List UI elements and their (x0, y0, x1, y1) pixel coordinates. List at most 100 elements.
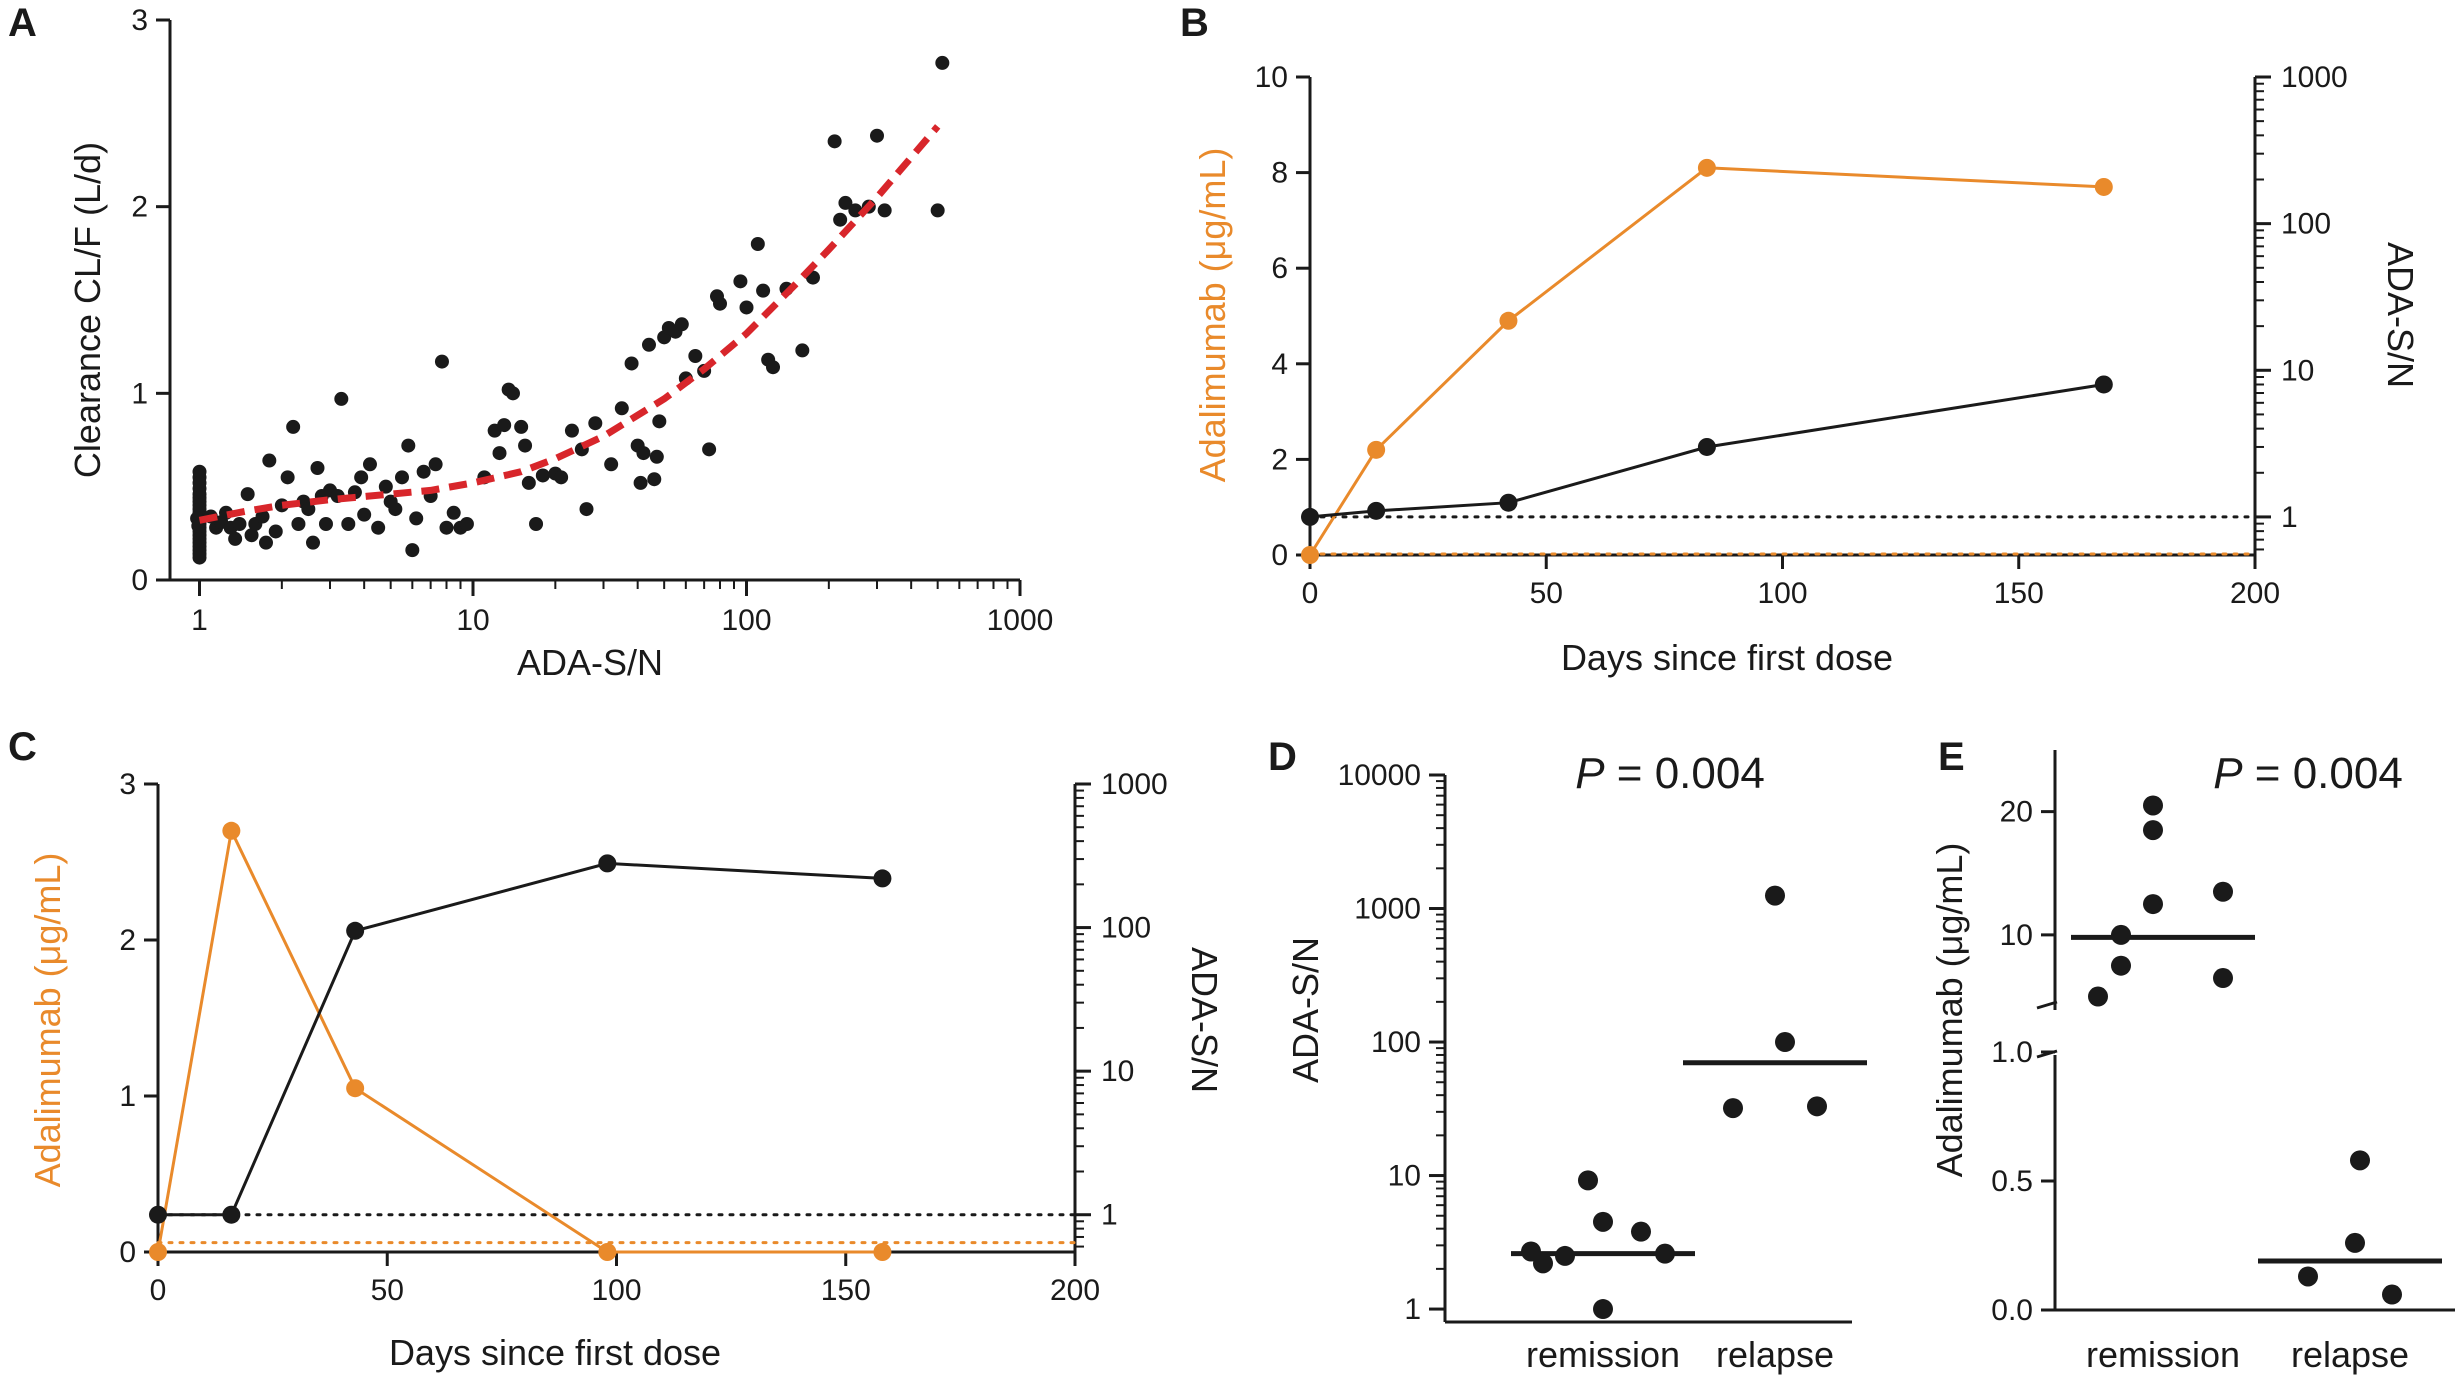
panel-a-y-label: Clearance CL/F (L/d) (67, 142, 108, 478)
panel-a-data-point (228, 531, 243, 546)
panel-b-ada-sn-point (1697, 437, 1716, 456)
panel-b-y-tick-label: 0 (1271, 539, 1288, 572)
panel-c-y-right-tick-label: 1000 (1101, 768, 1168, 801)
panel-a-data-point (301, 502, 316, 517)
panel-a-data-point (535, 468, 550, 483)
panel-e-relapse-point (2345, 1232, 2365, 1253)
panel-a-x-tick-label: 10 (456, 604, 489, 637)
panel-c-y-right-label: ADA-S/N (1184, 947, 1225, 1093)
panel-e-y-tick-label: 20 (2000, 796, 2033, 829)
panel-b-x-tick-label: 0 (1302, 577, 1319, 610)
panel-a-data-point (733, 274, 748, 289)
panel-c-adalimumab-point (873, 1243, 892, 1261)
panel-a-data-point (401, 438, 416, 453)
panel-d-y-tick-label: 100 (1371, 1026, 1421, 1059)
panel-a-data-point (371, 520, 386, 535)
panel-b-adalimumab-point (1367, 440, 1386, 459)
panel-a-data-point (869, 128, 884, 143)
panel-e-category-remission: remission (2086, 1334, 2240, 1375)
panel-b-adalimumab-point (1301, 546, 1319, 564)
panel-a-data-point (268, 524, 283, 539)
panel-c-ada-sn-point (222, 1205, 241, 1224)
panel-e-p-value: P = 0.004 (2213, 749, 2403, 798)
panel-a-data-point (318, 517, 333, 531)
panel-e-y-tick-label: 0.5 (1991, 1165, 2033, 1198)
panel-a-data-point (604, 457, 619, 472)
panel-a-x-tick-label: 1 (191, 604, 208, 637)
panel-b-adalimumab-point (2094, 177, 2113, 196)
panel-c-y-tick-label: 2 (119, 924, 136, 957)
panel-a-data-point (877, 203, 892, 218)
panel-d-relapse-point (1765, 885, 1785, 906)
panel-c-y-tick-label: 1 (119, 1080, 136, 1113)
panel-b-x-label: Days since first dose (1561, 637, 1893, 678)
panel-d-relapse-point (1723, 1098, 1743, 1119)
panel-b-x-tick-label: 50 (1530, 577, 1563, 610)
panel-c-ada-sn-line (158, 861, 883, 1217)
panel-e-relapse-point (2350, 1150, 2370, 1171)
panel-b-x-tick-label: 150 (1994, 577, 2044, 610)
panel-c-adalimumab-point (346, 1079, 365, 1098)
panel-a-data-point (310, 461, 325, 475)
panel-a-data-point (280, 470, 295, 485)
panel-a-x-tick-label: 100 (721, 604, 771, 637)
panel-e-y-tick-label: 10 (2000, 919, 2033, 952)
panel-label-a: A (8, 1, 37, 45)
panel-c-x-tick-label: 200 (1050, 1274, 1100, 1307)
panel-a-data-point (756, 283, 771, 298)
panel-d-p-value: P = 0.004 (1575, 749, 1765, 798)
panel-d-y-label: ADA-S/N (1285, 937, 1326, 1083)
panel-a-data-point (624, 356, 639, 371)
panel-c-y-tick-label: 0 (119, 1236, 136, 1269)
panel-a-data-point (354, 470, 369, 485)
panel-e-remission-point (2143, 795, 2163, 816)
panel-c-x-tick-label: 100 (591, 1274, 641, 1307)
panel-e-y-tick-label: 1.0 (1991, 1036, 2033, 1069)
panel-a-data-point (702, 442, 717, 457)
panel-a-data-point (497, 418, 512, 433)
panel-b-y-left-label: Adalimumab (μg/mL) (1192, 148, 1233, 483)
panel-b-adalimumab-point (1499, 311, 1518, 330)
panel-c-adalimumab-point (222, 821, 241, 840)
panel-label-b: B (1180, 1, 1209, 45)
panel-a-data-point (647, 472, 662, 487)
panel-a-data-point (838, 195, 853, 210)
panel-a-data-point (529, 517, 544, 531)
panel-a-data-point (636, 446, 651, 461)
panel-a-data-point (633, 475, 648, 490)
panel-e-y-tick-label: 0.0 (1991, 1294, 2033, 1327)
panel-a-data-point (192, 550, 207, 565)
panel-a-data-point (652, 414, 667, 429)
panel-b-y-tick-label: 6 (1271, 252, 1288, 285)
panel-a-data-point (416, 464, 431, 479)
panel-a-data-point (409, 511, 424, 526)
panel-a-data-point (357, 507, 372, 522)
panel-b-ada-sn-point (1499, 493, 1518, 512)
panel-e-relapse-point (2382, 1284, 2402, 1305)
panel-d-category-relapse: relapse (1716, 1334, 1834, 1375)
panel-d-y-tick-label: 10000 (1338, 759, 1421, 792)
panel-label-d: D (1268, 735, 1297, 779)
panel-a-x-label: ADA-S/N (517, 642, 663, 683)
panel-c-ada-sn-point (598, 854, 617, 873)
panel-a-data-point (649, 449, 664, 464)
panel-a-y-tick-label: 1 (131, 377, 148, 410)
panel-a-x-tick-label: 1000 (987, 604, 1054, 637)
panel-c-y-left-label: Adalimumab (μg/mL) (27, 853, 68, 1188)
panel-b-adalimumab-line (1308, 166, 2104, 556)
panel-e-remission-point (2213, 968, 2233, 989)
panel-c-ada-sn-point (149, 1205, 167, 1224)
panel-a-data-point (258, 535, 273, 550)
panel-e-remission-point (2143, 820, 2163, 841)
panel-a-data-point (255, 509, 270, 524)
panel-c-x-tick-label: 50 (371, 1274, 404, 1307)
panel-d-remission-point (1578, 1170, 1598, 1191)
panel-a-data-point (579, 502, 594, 517)
panel-c-y-right-tick-label: 100 (1101, 912, 1151, 945)
panel-a-data-point (306, 535, 321, 550)
panel-a-data-point (240, 487, 255, 502)
panel-a-data-point (492, 446, 507, 461)
panel-a-data-point (795, 343, 810, 358)
panel-e-remission-point (2213, 881, 2233, 902)
panel-a-data-point (935, 55, 950, 70)
